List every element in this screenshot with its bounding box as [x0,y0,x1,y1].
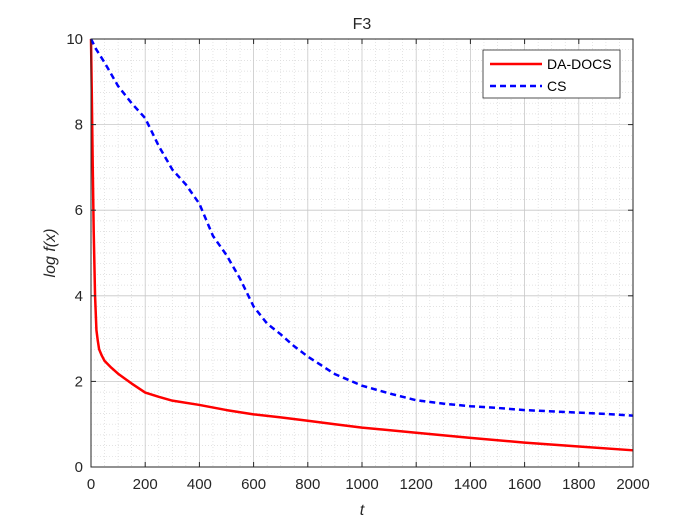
series-line-cs [89,38,634,417]
series-layer [89,38,634,452]
ticks-layer [90,38,634,468]
x-tick-label: 0 [87,476,95,493]
x-tick-labels: 0 200 400 600 800 1000 1200 1400 1600 1800 2000 [87,476,650,493]
x-tick-label: 200 [133,476,158,493]
y-axis-title: log f(x) [42,229,59,278]
y-tick-label: 4 [75,288,83,305]
chart-title: F3 [353,16,372,33]
y-tick-label: 2 [75,373,83,390]
x-tick-label: 2000 [616,476,649,493]
legend-box [482,49,621,99]
series-line-da-docs [89,38,634,452]
x-tick-label: 1800 [562,476,595,493]
x-tick-label: 1600 [508,476,541,493]
legend-label-da-docs: DA-DOCS [547,56,612,72]
y-tick-label: 8 [75,117,83,134]
x-tick-label: 600 [241,476,266,493]
x-tick-label: 1200 [400,476,433,493]
x-tick-label: 1400 [454,476,487,493]
x-tick-label: 1000 [345,476,378,493]
y-tick-label: 0 [75,459,83,476]
x-axis-title: t [360,502,365,519]
y-tick-label: 10 [66,31,83,48]
y-tick-labels: 0 2 4 6 8 10 [66,31,83,476]
y-tick-label: 6 [75,202,83,219]
legend-label-cs: CS [547,78,566,94]
x-tick-label: 800 [295,476,320,493]
legend: DA-DOCS CS [482,49,621,99]
x-tick-label: 400 [187,476,212,493]
